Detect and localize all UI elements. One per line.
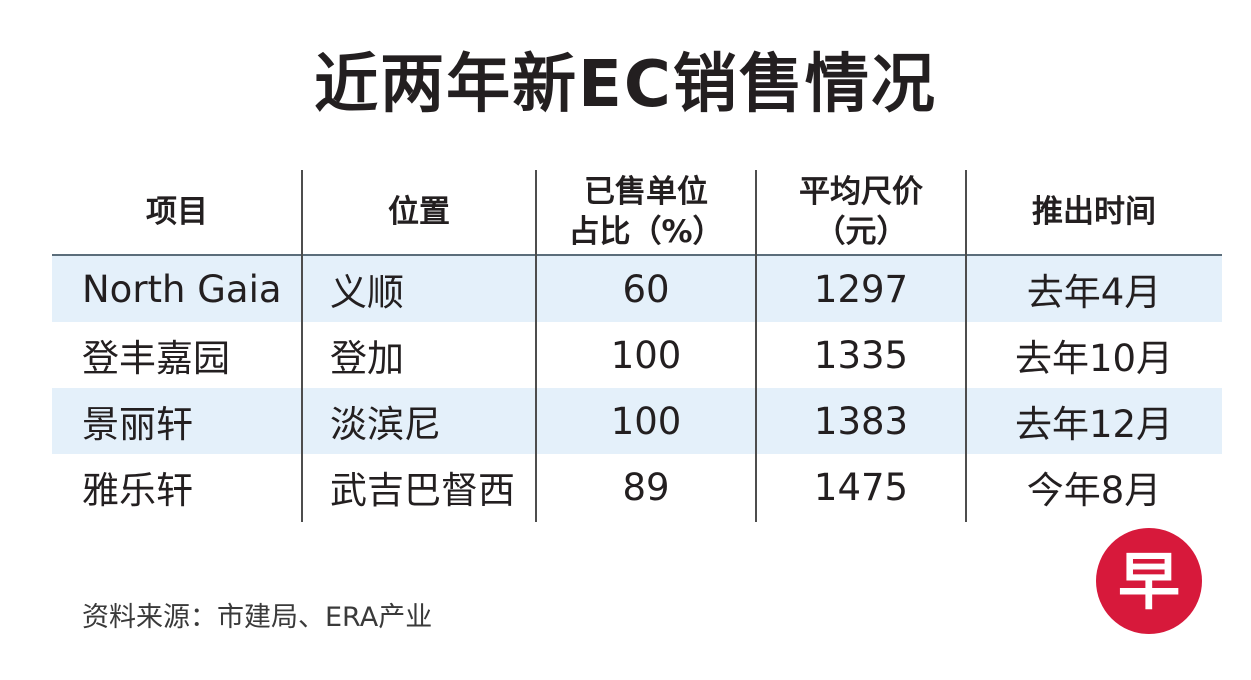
table-row: North Gaia 义顺 60 1297 去年4月 [52, 256, 1222, 322]
cell-location: 淡滨尼 [330, 403, 441, 446]
header-rule [52, 254, 1222, 256]
column-divider [965, 170, 967, 522]
cell-location: 登加 [330, 337, 404, 380]
cell-launch: 去年10月 [1014, 337, 1174, 380]
sales-table: 项目 位置 已售单位占比（%） 平均尺价 （元） 推出时间 North Gaia 义顺 60 1… [52, 170, 1222, 522]
cell-project: 登丰嘉园 [82, 337, 230, 380]
cell-location: 义顺 [330, 271, 404, 314]
cell-avg_psf: 1475 [813, 465, 909, 509]
header-launch: 推出时间 [966, 170, 1222, 254]
header-avg_psf-line: 平均尺价 [799, 174, 923, 210]
table-row: 雅乐轩 武吉巴督西 89 1475 今年8月 [52, 454, 1222, 520]
header-location-line: 位置 [388, 194, 450, 230]
cell-sold_pct: 100 [610, 399, 682, 443]
header-avg_psf: 平均尺价 （元） [756, 170, 966, 254]
cell-launch: 去年12月 [1014, 403, 1174, 446]
chart-title: 近两年新EC销售情况 [314, 48, 937, 122]
header-project: 项目 [52, 170, 302, 254]
table-row: 登丰嘉园 登加 100 1335 去年10月 [52, 322, 1222, 388]
header-location: 位置 [302, 170, 536, 254]
header-sold_pct-line: 已售单位 [584, 174, 708, 210]
cell-sold_pct: 60 [622, 267, 670, 311]
header-avg_psf-line: （元） [814, 214, 908, 250]
logo-char: 早 [1118, 545, 1180, 618]
cell-project: 雅乐轩 [82, 469, 193, 512]
table-row: 景丽轩 淡滨尼 100 1383 去年12月 [52, 388, 1222, 454]
header-sold_pct-line: 占比（%） [568, 214, 724, 250]
cell-launch: 今年8月 [1026, 469, 1162, 512]
table-header: 项目 位置 已售单位占比（%） 平均尺价 （元） 推出时间 [52, 170, 1222, 254]
header-sold_pct: 已售单位占比（%） [536, 170, 756, 254]
source-note: 资料来源：市建局、ERA产业 [82, 602, 433, 633]
cell-project: North Gaia [82, 267, 282, 311]
cell-project: 景丽轩 [82, 403, 193, 446]
header-launch-line: 推出时间 [1032, 194, 1156, 230]
cell-sold_pct: 89 [622, 465, 670, 509]
cell-avg_psf: 1383 [813, 399, 909, 443]
zaobao-logo-icon: 早 [1096, 528, 1202, 634]
header-project-line: 项目 [146, 194, 208, 230]
cell-sold_pct: 100 [610, 333, 682, 377]
column-divider [755, 170, 757, 522]
column-divider [301, 170, 303, 522]
cell-avg_psf: 1297 [813, 267, 909, 311]
cell-avg_psf: 1335 [813, 333, 909, 377]
cell-location: 武吉巴督西 [330, 469, 515, 512]
column-divider [535, 170, 537, 522]
cell-launch: 去年4月 [1026, 271, 1162, 314]
